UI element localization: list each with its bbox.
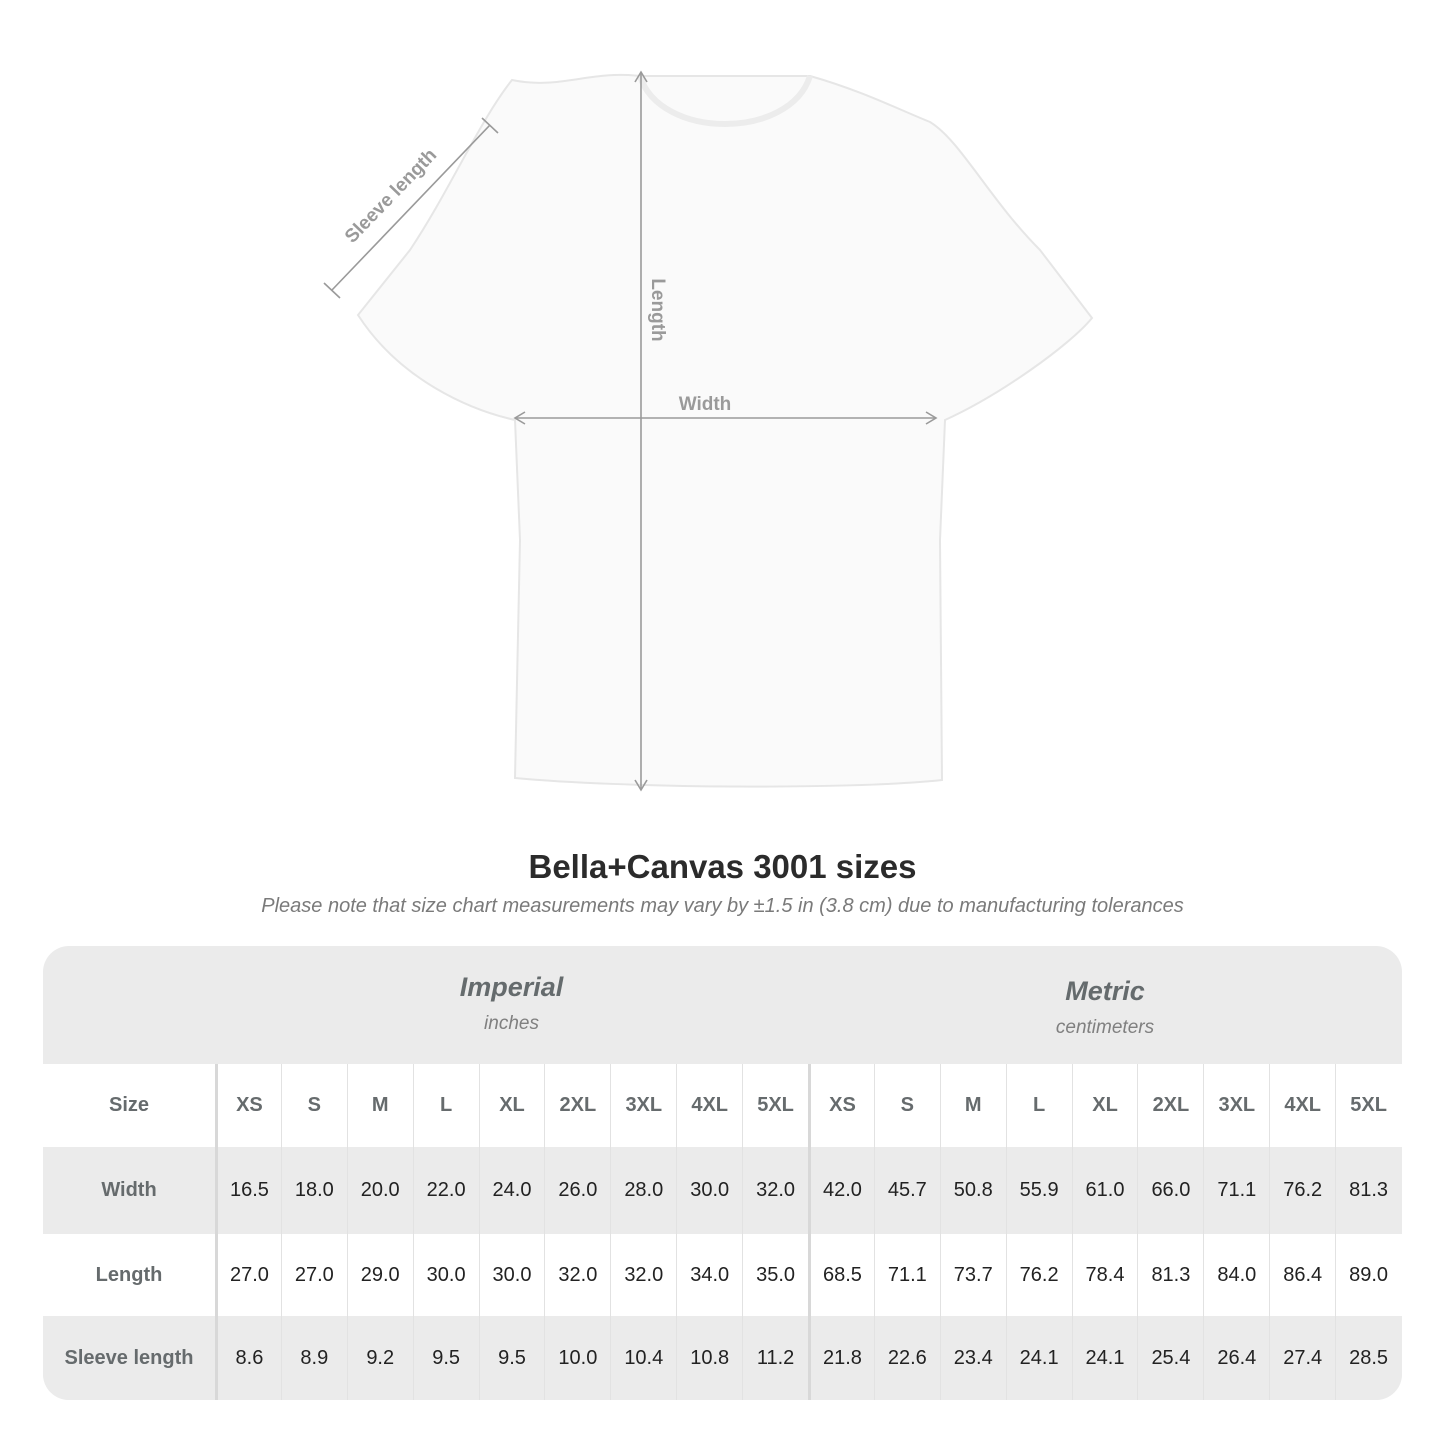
metric-value-cell: 73.7 <box>939 1234 1006 1316</box>
metric-size-header: 3XL <box>1203 1064 1269 1147</box>
imperial-value-cell: 10.4 <box>610 1316 676 1400</box>
metric-size-header: 2XL <box>1137 1064 1203 1147</box>
tshirt-shape <box>356 73 1094 788</box>
imperial-value-cell: 10.8 <box>676 1316 742 1400</box>
metric-header: Metric centimeters <box>808 946 1402 1064</box>
metric-value-cell: 42.0 <box>808 1147 874 1234</box>
imperial-value-cell: 29.0 <box>346 1234 413 1316</box>
imperial-value-cell: 27.0 <box>280 1234 347 1316</box>
metric-value-cell: 78.4 <box>1071 1234 1138 1316</box>
imperial-value-cell: 35.0 <box>742 1234 808 1316</box>
metric-size-header: S <box>873 1064 940 1147</box>
tshirt-diagram: Sleeve length Length Width <box>323 70 1094 792</box>
metric-unit: centimeters <box>1055 1017 1155 1038</box>
width-label: Width <box>679 394 732 415</box>
tshirt-collar <box>637 74 813 127</box>
imperial-value-cell: 22.0 <box>412 1147 479 1234</box>
table-row: Width 16.5 18.0 20.0 22.0 24.0 26.0 28.0 30.0 32.… <box>43 1147 1402 1234</box>
metric-value-cell: 71.1 <box>873 1234 940 1316</box>
imperial-size-header: XS <box>215 1064 281 1147</box>
row-label: Size <box>108 1094 150 1116</box>
metric-value-cell: 25.4 <box>1137 1316 1203 1400</box>
tolerance-note: Please note that size chart measurements… <box>261 895 1184 917</box>
imperial-value-cell: 28.0 <box>610 1147 676 1234</box>
metric-value-cell: 27.4 <box>1269 1316 1335 1400</box>
size-chart-table: Imperial inches Metric centimeters Size X… <box>43 946 1402 1400</box>
metric-size-header: 4XL <box>1269 1064 1335 1147</box>
imperial-title: Imperial <box>459 972 564 1002</box>
metric-value-cell: 66.0 <box>1137 1147 1203 1234</box>
metric-value-cell: 24.1 <box>1071 1316 1138 1400</box>
imperial-value-cell: 30.0 <box>412 1234 479 1316</box>
imperial-size-header: XL <box>478 1064 545 1147</box>
size-header-row: Size XS S M L XL 2XL 3XL 4XL 5XL XS S M L XL 2XL 3XL 4XL 5… <box>43 1064 1402 1147</box>
imperial-header: Imperial inches <box>215 946 808 1064</box>
imperial-value-cell: 27.0 <box>215 1234 281 1316</box>
metric-size-header: XS <box>808 1064 874 1147</box>
metric-value-cell: 50.8 <box>939 1147 1006 1234</box>
metric-value-cell: 55.9 <box>1005 1147 1072 1234</box>
metric-value-cell: 21.8 <box>808 1316 874 1400</box>
metric-value-cell: 26.4 <box>1203 1316 1269 1400</box>
metric-size-header: L <box>1005 1064 1072 1147</box>
imperial-value-cell: 8.9 <box>280 1316 347 1400</box>
metric-value-cell: 24.1 <box>1005 1316 1072 1400</box>
imperial-value-cell: 20.0 <box>346 1147 413 1234</box>
table-row: Sleeve length 8.6 8.9 9.2 9.5 9.5 10.0 10.4 10.8… <box>43 1316 1402 1400</box>
imperial-size-header: M <box>346 1064 413 1147</box>
imperial-value-cell: 8.6 <box>215 1316 281 1400</box>
imperial-value-cell: 30.0 <box>676 1147 742 1234</box>
imperial-value-cell: 32.0 <box>544 1234 610 1316</box>
row-label: Length <box>95 1263 163 1286</box>
metric-value-cell: 23.4 <box>939 1316 1006 1400</box>
imperial-value-cell: 24.0 <box>478 1147 545 1234</box>
imperial-value-cell: 32.0 <box>742 1147 808 1234</box>
imperial-value-cell: 10.0 <box>544 1316 610 1400</box>
imperial-unit: inches <box>484 1013 539 1034</box>
imperial-size-header: 2XL <box>544 1064 610 1147</box>
metric-value-cell: 89.0 <box>1335 1234 1401 1316</box>
table-row: Length 27.0 27.0 29.0 30.0 30.0 32.0 32.0 34.0 35… <box>43 1234 1402 1316</box>
metric-value-cell: 71.1 <box>1203 1147 1269 1234</box>
row-label: Width <box>101 1179 157 1201</box>
imperial-size-header: S <box>280 1064 347 1147</box>
imperial-value-cell: 18.0 <box>280 1147 347 1234</box>
metric-value-cell: 81.3 <box>1335 1147 1401 1234</box>
imperial-value-cell: 26.0 <box>544 1147 610 1234</box>
metric-value-cell: 28.5 <box>1335 1316 1401 1400</box>
metric-value-cell: 61.0 <box>1071 1147 1138 1234</box>
metric-title: Metric <box>1065 976 1145 1006</box>
imperial-size-header: L <box>412 1064 479 1147</box>
imperial-size-header: 4XL <box>676 1064 742 1147</box>
page-title: Bella+Canvas 3001 sizes <box>528 848 917 885</box>
imperial-value-cell: 32.0 <box>610 1234 676 1316</box>
imperial-size-header: 3XL <box>610 1064 676 1147</box>
imperial-size-header: 5XL <box>742 1064 808 1147</box>
sleeve-measure-line <box>331 124 491 291</box>
metric-value-cell: 45.7 <box>873 1147 940 1234</box>
imperial-value-cell: 16.5 <box>215 1147 281 1234</box>
metric-value-cell: 86.4 <box>1269 1234 1335 1316</box>
metric-size-header: XL <box>1071 1064 1138 1147</box>
metric-size-header: M <box>939 1064 1006 1147</box>
metric-value-cell: 68.5 <box>808 1234 874 1316</box>
imperial-value-cell: 9.5 <box>412 1316 479 1400</box>
row-label: Sleeve length <box>64 1346 194 1369</box>
metric-value-cell: 81.3 <box>1137 1234 1203 1316</box>
metric-size-header: 5XL <box>1335 1064 1401 1147</box>
length-label: Length <box>647 278 668 341</box>
imperial-value-cell: 34.0 <box>676 1234 742 1316</box>
metric-value-cell: 76.2 <box>1269 1147 1335 1234</box>
imperial-value-cell: 9.2 <box>346 1316 413 1400</box>
imperial-value-cell: 11.2 <box>742 1316 808 1400</box>
metric-value-cell: 22.6 <box>873 1316 940 1400</box>
metric-value-cell: 76.2 <box>1005 1234 1072 1316</box>
imperial-value-cell: 9.5 <box>478 1316 545 1400</box>
imperial-value-cell: 30.0 <box>478 1234 545 1316</box>
metric-value-cell: 84.0 <box>1203 1234 1269 1316</box>
